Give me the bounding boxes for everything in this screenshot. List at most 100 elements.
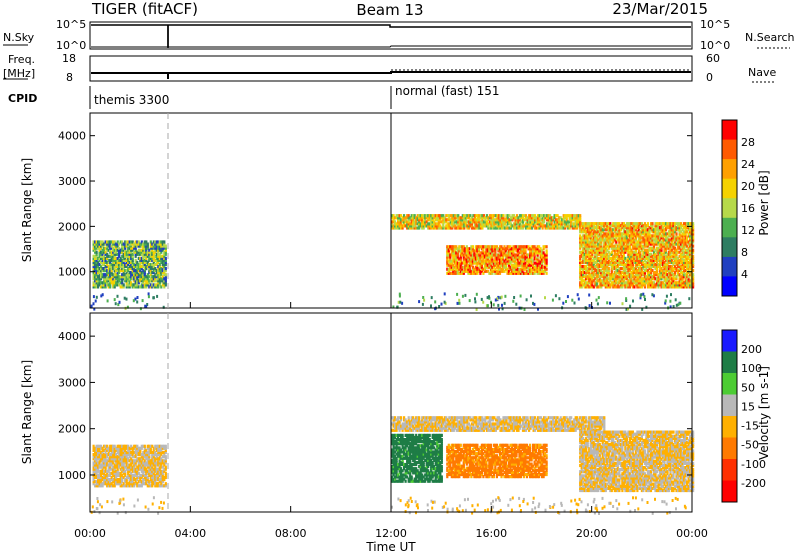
echo-cell (676, 264, 680, 269)
echo-cell (489, 263, 492, 267)
echo-cell (118, 262, 121, 267)
echo-cell (636, 285, 639, 289)
echo-cell (648, 232, 651, 236)
echo-cell (648, 242, 651, 246)
echo-cell (436, 218, 439, 222)
echo-cell (669, 258, 672, 262)
echo-cell (459, 253, 462, 257)
echo-cell (516, 263, 520, 267)
echo-cell (158, 246, 161, 250)
echo-cell (447, 245, 450, 249)
echo-cell (594, 238, 597, 242)
echo-cell (579, 277, 582, 281)
echo-cell (628, 269, 631, 273)
echo-cell (122, 275, 125, 279)
echo-cell (116, 275, 119, 279)
echo-cell (606, 240, 609, 244)
echo-cell (397, 218, 400, 222)
echo-cell (145, 250, 148, 254)
echo-cell (97, 260, 100, 264)
echo-cell (680, 285, 683, 289)
echo-cell (509, 259, 512, 263)
echo-cell (610, 275, 613, 279)
echo-cell (140, 277, 143, 281)
echo-cell (431, 224, 434, 228)
echo-cell (462, 271, 465, 275)
echo-cell (418, 218, 421, 222)
echo-cell (683, 264, 686, 269)
echo-cell (604, 279, 607, 283)
echo-cell (604, 248, 607, 252)
echo-cell (140, 244, 143, 248)
echo-cell (466, 220, 469, 224)
echo-cell (645, 232, 648, 236)
echo-cell (528, 222, 531, 226)
echo-cell (142, 250, 145, 254)
echo-cell (422, 224, 425, 228)
echo-cell (622, 283, 625, 287)
echo-cell (464, 220, 467, 224)
echo-cell (589, 244, 592, 248)
echo-cell (660, 285, 663, 289)
echo-cell (462, 255, 465, 259)
echo-cell (136, 252, 139, 256)
echo-cell (488, 263, 491, 267)
echo-cell (589, 228, 592, 232)
echo-cell (646, 240, 649, 244)
echo-cell (600, 226, 603, 230)
echo-cell (684, 242, 687, 246)
echo-cell (673, 283, 677, 287)
echo-cell (612, 273, 615, 277)
echo-cell (416, 214, 419, 218)
echo-cell (628, 260, 631, 264)
echo-cell (104, 279, 107, 283)
echo-cell (538, 269, 541, 273)
echo-cell (458, 265, 461, 269)
echo-cell (473, 259, 476, 263)
echo-cell (115, 260, 118, 264)
echo-cell (660, 275, 663, 279)
echo-cell (418, 220, 421, 224)
echo-cell (648, 234, 651, 238)
echo-cell (130, 275, 133, 279)
echo-cell (107, 473, 110, 477)
scatter-cell (576, 293, 579, 297)
echo-cell (663, 283, 666, 287)
echo-cell (627, 222, 630, 226)
echo-cell (101, 260, 104, 264)
echo-cell (464, 261, 467, 265)
echo-cell (458, 216, 461, 220)
echo-cell (115, 473, 118, 477)
echo-cell (131, 285, 134, 289)
echo-cell (433, 214, 436, 218)
echo-cell (119, 461, 122, 465)
echo-cell (113, 269, 116, 273)
echo-cell (684, 285, 687, 289)
echo-cell (538, 214, 541, 218)
echo-cell (622, 224, 625, 228)
echo-cell (619, 224, 622, 228)
echo-cell (494, 222, 497, 226)
echo-cell (134, 248, 137, 252)
echo-cell (649, 275, 653, 279)
echo-cell (112, 471, 115, 475)
echo-cell (580, 285, 583, 289)
echo-cell (406, 226, 409, 230)
echo-cell (582, 273, 585, 277)
echo-cell (505, 214, 508, 218)
echo-cell (689, 240, 692, 244)
echo-cell (660, 258, 663, 262)
echo-cell (646, 224, 649, 228)
echo-cell (604, 252, 607, 256)
echo-cell (639, 230, 642, 234)
echo-cell (577, 222, 580, 226)
echo-cell (628, 264, 631, 269)
echo-cell (559, 224, 562, 228)
echo-cell (455, 265, 458, 269)
echo-cell (398, 222, 401, 226)
echo-cell (558, 216, 561, 220)
echo-cell (101, 250, 104, 254)
echo-cell (533, 251, 536, 255)
echo-cell (109, 457, 112, 461)
